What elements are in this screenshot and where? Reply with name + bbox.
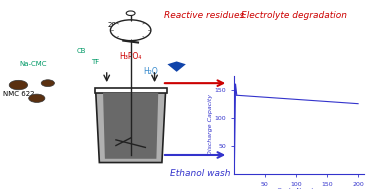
Circle shape xyxy=(41,80,54,87)
X-axis label: Cycle Number: Cycle Number xyxy=(277,188,321,189)
Text: NMC 622: NMC 622 xyxy=(3,91,34,98)
Y-axis label: Discharge Capacity: Discharge Capacity xyxy=(208,94,213,155)
Text: CB: CB xyxy=(76,48,86,54)
Circle shape xyxy=(9,80,28,90)
Text: 20: 20 xyxy=(108,22,117,28)
Text: H₃PO₄: H₃PO₄ xyxy=(120,52,142,61)
Polygon shape xyxy=(167,61,186,72)
Polygon shape xyxy=(96,91,166,163)
Circle shape xyxy=(110,20,151,41)
FancyBboxPatch shape xyxy=(95,88,167,93)
Circle shape xyxy=(29,94,45,102)
Circle shape xyxy=(126,11,135,15)
Text: Reactive residues: Reactive residues xyxy=(164,11,244,20)
Text: Na-CMC: Na-CMC xyxy=(20,61,47,67)
Text: TF: TF xyxy=(92,59,100,65)
Text: Ethanol wash: Ethanol wash xyxy=(170,169,231,178)
Text: H₂O: H₂O xyxy=(144,67,158,76)
Polygon shape xyxy=(103,93,158,159)
Text: Electrolyte degradation: Electrolyte degradation xyxy=(241,11,347,20)
